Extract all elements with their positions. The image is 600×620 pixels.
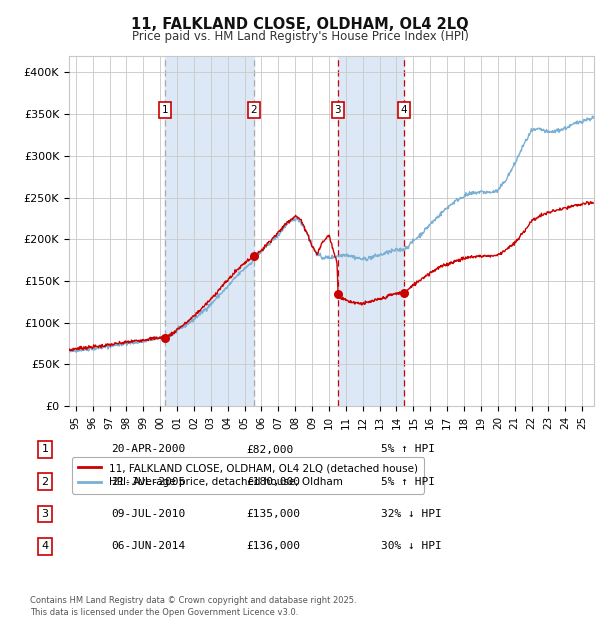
Text: 5% ↑ HPI: 5% ↑ HPI [381,445,435,454]
Text: £180,000: £180,000 [246,477,300,487]
Text: 20-APR-2000: 20-APR-2000 [111,445,185,454]
Text: 1: 1 [162,105,169,115]
Text: 2: 2 [251,105,257,115]
Legend: 11, FALKLAND CLOSE, OLDHAM, OL4 2LQ (detached house), HPI: Average price, detach: 11, FALKLAND CLOSE, OLDHAM, OL4 2LQ (det… [71,457,424,494]
Text: 09-JUL-2010: 09-JUL-2010 [111,509,185,519]
Text: 4: 4 [41,541,49,551]
Text: 5% ↑ HPI: 5% ↑ HPI [381,477,435,487]
Text: £135,000: £135,000 [246,509,300,519]
Bar [165,56,254,406]
Text: 3: 3 [41,509,49,519]
Text: 3: 3 [334,105,341,115]
Text: 11, FALKLAND CLOSE, OLDHAM, OL4 2LQ: 11, FALKLAND CLOSE, OLDHAM, OL4 2LQ [131,17,469,32]
Text: £82,000: £82,000 [246,445,293,454]
Text: 30% ↓ HPI: 30% ↓ HPI [381,541,442,551]
Text: £136,000: £136,000 [246,541,300,551]
Text: 1: 1 [41,445,49,454]
Bar [338,56,404,406]
Text: Price paid vs. HM Land Registry's House Price Index (HPI): Price paid vs. HM Land Registry's House … [131,30,469,43]
Text: 21-JUL-2005: 21-JUL-2005 [111,477,185,487]
Text: 2: 2 [41,477,49,487]
Text: 4: 4 [400,105,407,115]
Text: Contains HM Land Registry data © Crown copyright and database right 2025.
This d: Contains HM Land Registry data © Crown c… [30,596,356,617]
Text: 32% ↓ HPI: 32% ↓ HPI [381,509,442,519]
Text: 06-JUN-2014: 06-JUN-2014 [111,541,185,551]
